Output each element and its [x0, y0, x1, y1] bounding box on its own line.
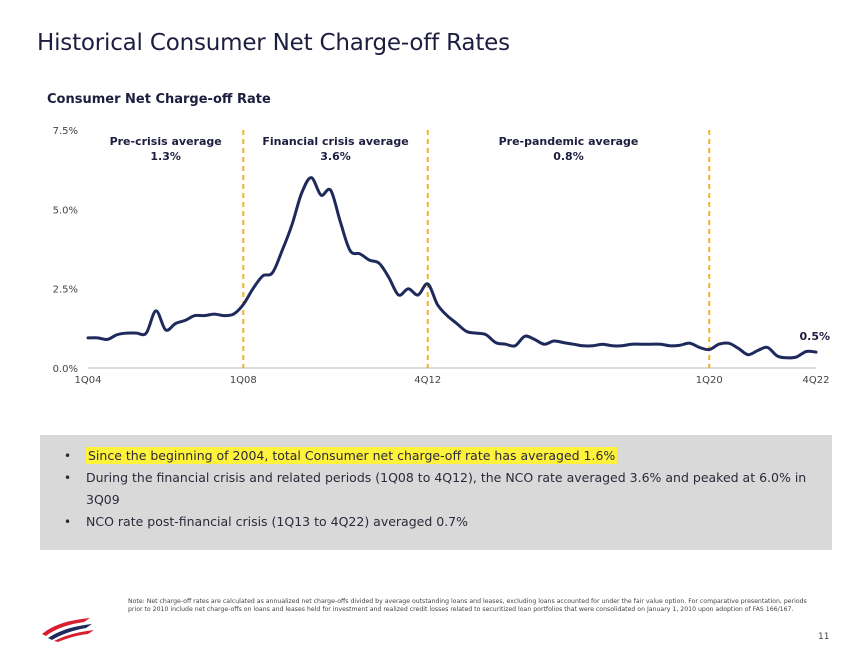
page-number: 11: [818, 632, 830, 642]
bullet-text: During the financial crisis and related …: [86, 470, 807, 507]
x-tick-label: 1Q08: [230, 375, 257, 386]
period-name-label: Pre-crisis average: [110, 135, 222, 148]
end-value-label: 0.5%: [799, 330, 830, 343]
bullet-item: Since the beginning of 2004, total Consu…: [64, 445, 832, 467]
bullet-text: Since the beginning of 2004, total Consu…: [86, 447, 618, 464]
x-axis-labels: 1Q04 1Q08 4Q12 1Q20 4Q22: [75, 375, 830, 386]
period-name-label: Pre-pandemic average: [499, 135, 639, 148]
key-takeaways-panel: Since the beginning of 2004, total Consu…: [40, 435, 832, 550]
period-name-label: Financial crisis average: [262, 135, 408, 148]
period-average-label: 0.8%: [553, 150, 584, 163]
y-tick-label: 0.0%: [53, 364, 78, 375]
footnote: Note: Net charge-off rates are calculate…: [128, 598, 807, 613]
bank-flag-logo-icon: [42, 618, 94, 642]
bullet-item: During the financial crisis and related …: [64, 467, 832, 511]
bullet-list: Since the beginning of 2004, total Consu…: [40, 435, 832, 533]
y-axis-labels: 0.0% 2.5% 5.0% 7.5%: [53, 126, 78, 375]
nco-line-chart: 0.0% 2.5% 5.0% 7.5% 1Q04 1Q08 4Q12 1Q20 4Q22 Pr…: [53, 126, 830, 386]
period-average-label: 1.3%: [150, 150, 181, 163]
bullet-item: NCO rate post-financial crisis (1Q13 to …: [64, 511, 832, 533]
period-average-label: 3.6%: [320, 150, 351, 163]
period-labels: Pre-crisis average 1.3% Financial crisis a…: [110, 135, 639, 163]
x-tick-label: 4Q22: [803, 375, 830, 386]
x-tick-label: 1Q20: [696, 375, 723, 386]
period-dividers: [242, 130, 711, 368]
chart-title: Consumer Net Charge-off Rate: [47, 92, 271, 107]
series-line: [86, 176, 818, 360]
y-tick-label: 5.0%: [53, 205, 78, 216]
x-tick-label: 1Q04: [75, 375, 102, 386]
x-tick-label: 4Q12: [414, 375, 441, 386]
bullet-text: NCO rate post-financial crisis (1Q13 to …: [86, 514, 469, 529]
page-title: Historical Consumer Net Charge-off Rates: [37, 30, 510, 56]
y-tick-label: 7.5%: [53, 126, 78, 137]
y-tick-label: 2.5%: [53, 285, 78, 296]
